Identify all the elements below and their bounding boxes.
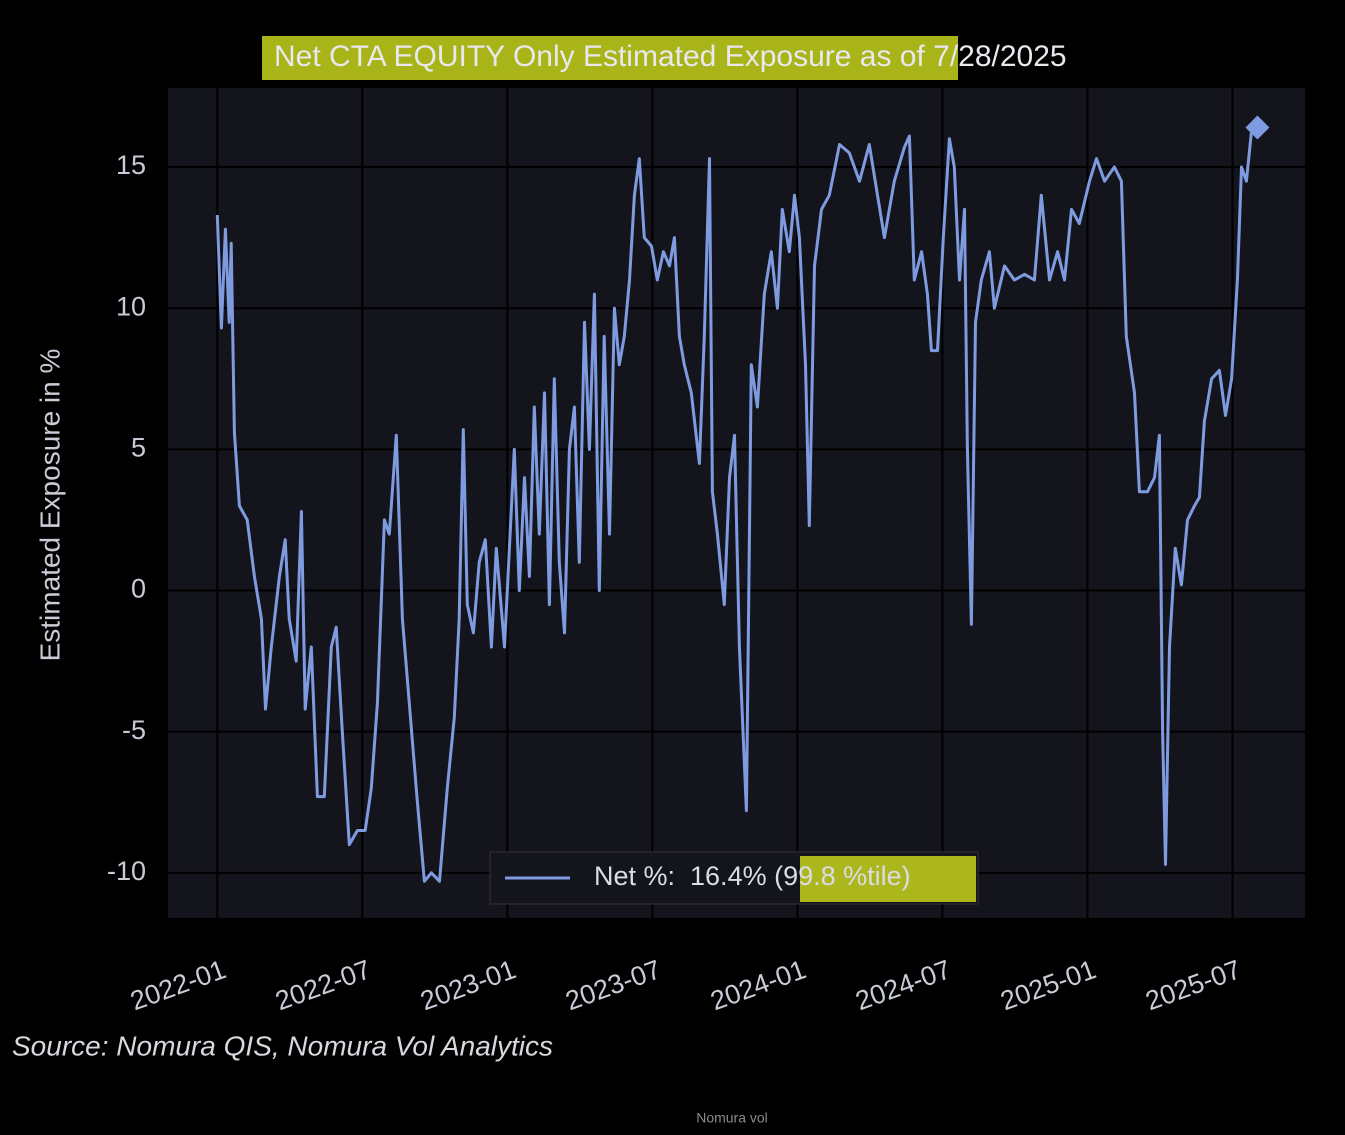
chart-title: Net CTA EQUITY Only Estimated Exposure a… — [274, 40, 1067, 73]
y-tick-label: -10 — [107, 856, 146, 886]
line-series — [215, 126, 1259, 883]
legend-highlight — [800, 856, 976, 902]
grid — [168, 88, 1305, 918]
y-tick-label: 5 — [131, 432, 146, 462]
source-note: Source: Nomura QIS, Nomura Vol Analytics — [12, 1030, 553, 1061]
last-point-marker — [1245, 115, 1270, 140]
y-tick-label: 0 — [131, 574, 146, 604]
y-tick-label: 15 — [116, 150, 146, 180]
y-tick-label: 10 — [116, 291, 146, 321]
y-tick-label: -5 — [122, 715, 146, 745]
legend: Net %: 16.4% (99.8 %tile) — [505, 861, 911, 891]
title-highlight — [262, 36, 958, 80]
series-group — [215, 115, 1270, 883]
footer: Nomura vol — [696, 1110, 768, 1126]
legend-label: Net %: 16.4% (99.8 %tile) — [594, 861, 911, 891]
y-axis-label: Estimated Exposure in % — [34, 349, 65, 662]
